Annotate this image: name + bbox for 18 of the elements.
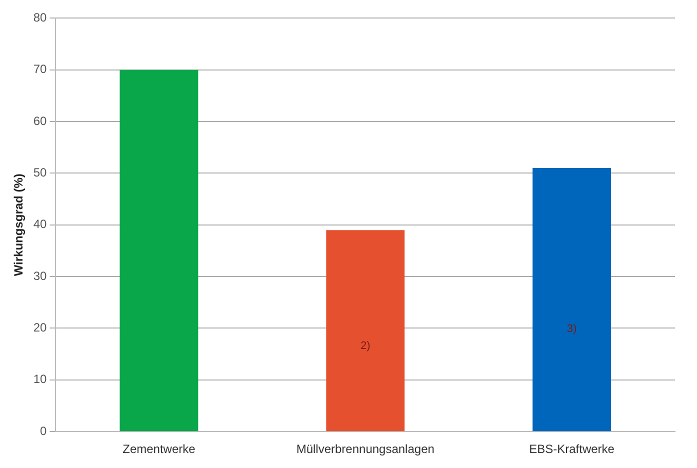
x-tick-label: EBS-Kraftwerke: [529, 442, 615, 456]
x-tick-label: Zementwerke: [122, 442, 196, 456]
y-tick-label: 40: [33, 217, 48, 232]
y-tick-label: 0: [40, 424, 48, 438]
bar: [120, 70, 198, 432]
y-tick-label: 10: [33, 372, 48, 386]
y-tick-label: 50: [33, 166, 48, 180]
annotation: 2): [360, 340, 370, 352]
y-axis-title: Wirkungsgrad (%): [12, 174, 26, 276]
y-tick-label: 60: [33, 114, 48, 128]
bar: [532, 168, 612, 432]
y-tick-label: 80: [33, 10, 48, 25]
y-tick-label: 20: [33, 320, 48, 335]
annotation: 3): [566, 323, 577, 336]
y-tick-label: 70: [33, 62, 48, 76]
x-tick-label: Müllverbrennungsanlagen: [296, 442, 434, 456]
bar: [326, 230, 405, 432]
y-tick-label: 30: [33, 268, 48, 283]
